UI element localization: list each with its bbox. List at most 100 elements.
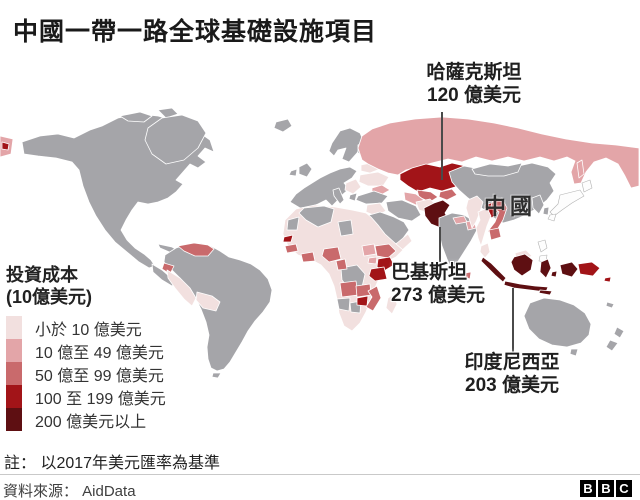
solomon-islands (603, 276, 612, 283)
region-scandinavia (328, 127, 365, 163)
annotation-pakistan-name: 巴基斯坦 (391, 262, 468, 283)
country-south-sudan (361, 243, 377, 257)
country-ireland (288, 168, 298, 177)
indonesia-west-papua (559, 261, 579, 278)
country-angola (339, 280, 359, 298)
indonesia-lesser-sunda (538, 289, 553, 296)
region-kyrgyzstan-tajikistan (438, 188, 458, 201)
country-taiwan (542, 206, 550, 216)
country-iran (385, 199, 422, 222)
country-mozambique (365, 285, 382, 312)
legend-row: 100 至 199 億美元 (6, 385, 166, 408)
leader-line-pakistan (439, 227, 441, 262)
country-myanmar (465, 195, 484, 229)
legend-label-3: 50 億至 99 億美元 (35, 367, 164, 385)
country-guinea (284, 243, 299, 254)
indonesia-maluku (550, 270, 558, 278)
country-uganda (367, 256, 378, 265)
country-greenland (144, 114, 207, 165)
legend-label-4: 100 至 199 億美元 (35, 390, 166, 408)
bbc-logo-letter: B (580, 480, 596, 497)
region-oceania (523, 297, 625, 357)
footnote: 註： 以2017年美元匯率為基準 (4, 455, 221, 472)
legend-label-2: 10 億至 49 億美元 (35, 344, 164, 362)
annotation-kazakhstan: 哈薩克斯坦 120 億美元 (395, 61, 553, 107)
legend-row: 200 億美元以上 (6, 408, 166, 431)
bbc-logo-letter: B (598, 480, 614, 497)
country-australia (523, 297, 592, 348)
country-bolivia (195, 291, 221, 312)
legend-row: 10 億至 49 億美元 (6, 339, 166, 362)
label-china: 中國 (484, 194, 537, 219)
world-choropleth-map (0, 107, 640, 379)
country-iceland (273, 118, 293, 133)
legend-label-5: 200 億美元以上 (35, 413, 147, 431)
indonesia-sulawesi (539, 258, 552, 279)
new-zealand-north (613, 326, 625, 339)
indonesia-sumatra (480, 256, 507, 283)
footer-divider (0, 474, 640, 475)
country-greece (348, 192, 358, 202)
legend-swatch-2 (6, 339, 22, 362)
country-venezuela (177, 242, 215, 257)
legend-swatch-3 (6, 362, 22, 385)
country-peru (166, 269, 197, 307)
country-thailand (475, 207, 492, 247)
country-senegal (282, 234, 294, 243)
country-cambodia (488, 227, 502, 241)
annotation-kazakhstan-name: 哈薩克斯坦 (426, 62, 522, 83)
legend-rows: 小於 10 億美元 10 億至 49 億美元 50 億至 99 億美元 100 … (6, 316, 166, 431)
arctic-islands (119, 111, 153, 123)
legend-row: 小於 10 億美元 (6, 316, 166, 339)
country-russia (357, 116, 640, 189)
region-korea (531, 194, 545, 215)
annotation-pakistan: 巴基斯坦 273 億美元 (391, 261, 521, 307)
legend-swatch-1 (6, 316, 22, 339)
continent-africa (282, 204, 404, 332)
europe-mainland (289, 166, 358, 209)
japan-honshu (549, 189, 585, 217)
country-cameroon (335, 258, 348, 271)
annotation-indonesia-name: 印度尼西亞 (464, 352, 560, 373)
map-legend: 投資成本 (10億美元) 小於 10 億美元 10 億至 49 億美元 50 億… (6, 264, 166, 431)
country-nigeria (321, 246, 342, 263)
region-asia (423, 162, 593, 280)
country-mongolia (471, 162, 523, 177)
country-chad (337, 219, 354, 237)
country-ukraine (358, 171, 390, 187)
indonesia-kalimantan (510, 253, 534, 277)
bbc-logo-letter: C (616, 480, 632, 497)
legend-label-1: 小於 10 億美元 (35, 321, 142, 339)
country-namibia (336, 297, 351, 312)
legend-row: 50 億至 99 億美元 (6, 362, 166, 385)
annotation-pakistan-value: 273 億美元 (391, 285, 485, 306)
annotation-indonesia: 印度尼西亞 203 億美元 (432, 351, 592, 397)
country-papua-new-guinea (577, 261, 601, 277)
leader-line-kazakhstan (441, 112, 443, 180)
island-sakhalin (576, 159, 585, 179)
island-new-caledonia (605, 301, 615, 309)
legend-title-line1: 投資成本 (6, 265, 78, 285)
country-uk (298, 162, 313, 178)
country-malaysia (479, 242, 491, 259)
legend-title-line2: (10億美元) (6, 287, 93, 307)
region-balkans (344, 178, 362, 195)
japan-kyushu (547, 213, 557, 222)
bbc-logo: B B C (580, 480, 632, 497)
country-madagascar (385, 293, 398, 315)
source-credit: 資料來源： AidData (3, 483, 136, 500)
legend-swatch-5 (6, 408, 22, 431)
region-western-sahara (286, 216, 300, 231)
tierra-del-fuego (211, 372, 222, 379)
country-ethiopia (374, 243, 397, 259)
annotation-indonesia-value: 203 億美元 (465, 375, 559, 396)
island-tasmania (569, 348, 579, 357)
region-southeast-asia (465, 195, 612, 296)
continent-north-america (21, 107, 293, 287)
country-zimbabwe (356, 295, 369, 307)
continent-south-america (161, 242, 273, 379)
country-sri-lanka (463, 271, 472, 280)
country-turkey (355, 190, 389, 205)
legend-swatch-4 (6, 385, 22, 408)
